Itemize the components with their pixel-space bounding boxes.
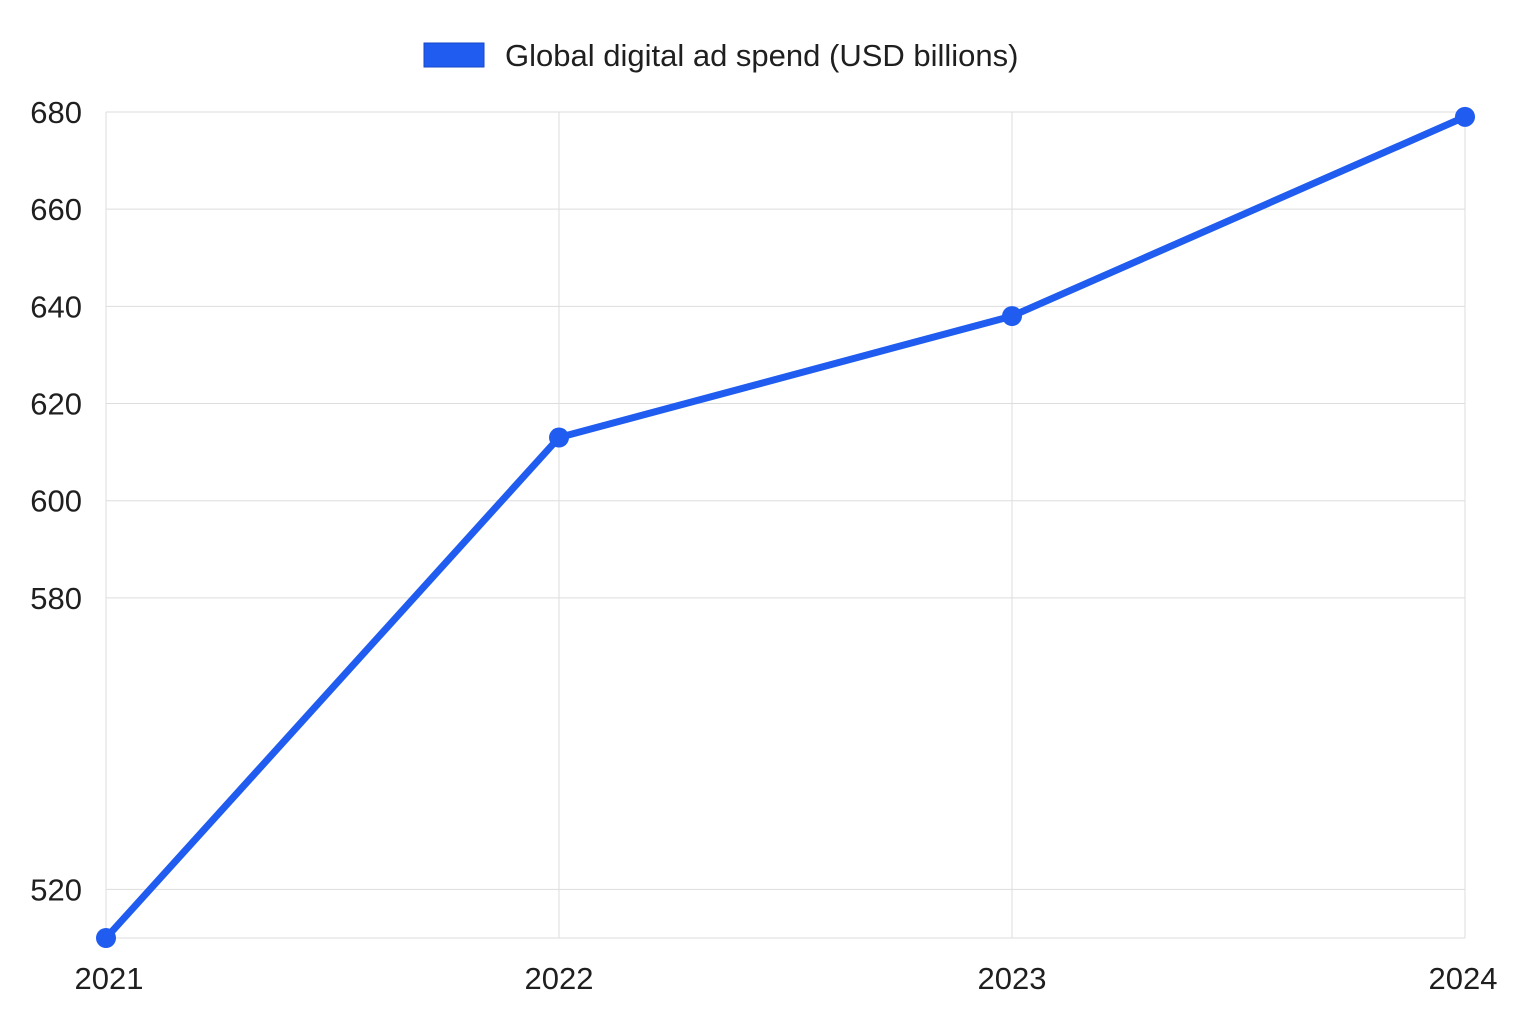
y-tick-label: 600 bbox=[30, 484, 82, 519]
y-tick-label: 680 bbox=[30, 95, 82, 130]
axes: 520 580 600 620 640 660 680 2021 2022 2023 2024 bbox=[30, 95, 1497, 996]
series-line bbox=[102, 113, 1469, 942]
data-point bbox=[1002, 306, 1022, 327]
y-tick-label: 620 bbox=[30, 387, 82, 422]
series-layer bbox=[96, 106, 1475, 948]
y-tick-label: 660 bbox=[30, 192, 82, 227]
y-tick-label: 640 bbox=[30, 289, 82, 324]
x-tick-label: 2021 bbox=[75, 961, 144, 996]
data-point bbox=[549, 427, 569, 448]
x-tick-label: 2023 bbox=[978, 961, 1047, 996]
y-tick-label: 520 bbox=[30, 872, 82, 907]
data-point bbox=[1455, 106, 1475, 127]
grid bbox=[105, 111, 1466, 939]
y-tick-label: 580 bbox=[30, 581, 82, 616]
x-tick-label: 2024 bbox=[1429, 961, 1498, 996]
data-point bbox=[96, 928, 116, 948]
legend-swatch bbox=[423, 42, 485, 68]
legend: Global digital ad spend (USD billions) bbox=[423, 38, 1018, 73]
x-tick-label: 2022 bbox=[525, 961, 594, 996]
legend-label: Global digital ad spend (USD billions) bbox=[505, 38, 1018, 73]
